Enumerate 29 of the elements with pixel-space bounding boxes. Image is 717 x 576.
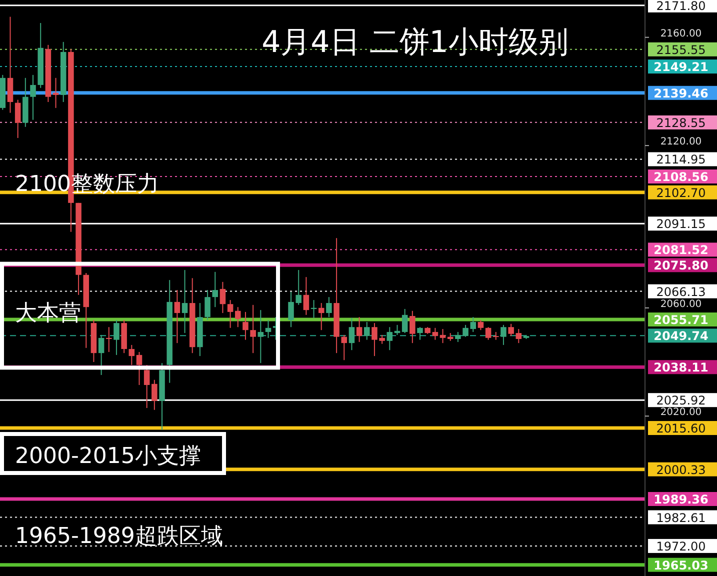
y-tick-label: 2020.00 [660, 407, 702, 418]
y-tick-label: 2060.00 [660, 298, 702, 310]
ref-line-label: 2015.60 [656, 422, 706, 436]
y-tick-label: 2120.00 [660, 136, 702, 148]
ref-line-label: 2081.52 [654, 243, 708, 258]
ref-line-label: 2025.92 [656, 394, 706, 408]
ref-line-label: 2049.74 [654, 329, 708, 344]
y-tick-label: 2160.00 [660, 28, 702, 40]
ref-line-label: 2055.71 [654, 312, 708, 327]
ref-line-label: 1972.00 [656, 539, 706, 554]
ref-line-label: 2091.15 [656, 217, 706, 232]
ref-line-label: 2114.95 [656, 152, 706, 167]
ref-line-label: 2149.21 [654, 60, 708, 74]
text: 4月4日 二饼1小时级别 [262, 25, 568, 60]
ref-line-label: 1989.36 [654, 492, 708, 506]
ref-line-label: 1965.03 [654, 558, 708, 572]
ref-line-label: 2075.80 [654, 258, 708, 273]
ref-line-label: 2171.80 [656, 0, 706, 13]
annotation: 1965-1989超跌区域 [15, 524, 223, 549]
ref-line-label: 2000.33 [656, 462, 706, 477]
ref-line-label: 2128.55 [656, 116, 706, 130]
ref-line-label: 2066.13 [656, 284, 706, 299]
ref-line-label: 2108.56 [654, 170, 708, 184]
annotation: 2000-2015小支撑 [15, 444, 201, 469]
ref-line-label: 1982.61 [656, 510, 706, 525]
ref-line-label: 2102.70 [656, 186, 706, 200]
ref-line-label: 2155.55 [656, 42, 706, 57]
ref-line-label: 2038.11 [654, 360, 708, 375]
ref-line-label: 2139.46 [654, 86, 708, 100]
